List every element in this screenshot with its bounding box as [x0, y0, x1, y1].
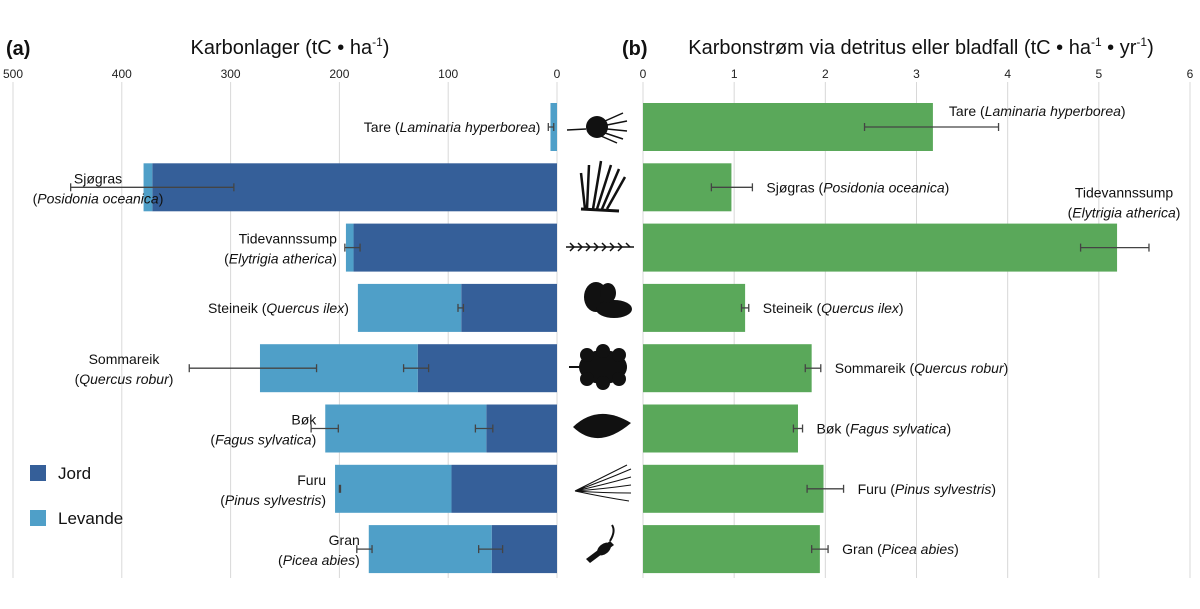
tick-label-a-100: 100 — [438, 67, 458, 81]
legend-label-jord: Jord — [58, 464, 91, 483]
species-icons — [566, 112, 634, 563]
bar-jord-3 — [461, 283, 557, 332]
bar-flux-4 — [643, 344, 812, 393]
bar-jord-6 — [451, 464, 557, 513]
panel-a-category-labels: Tare (Laminaria hyperborea) Sjøgras (Posid… — [33, 119, 541, 568]
category-label-b-3: Steineik (Quercus ilex) — [763, 300, 904, 316]
error-bar-jord-2 — [344, 243, 361, 252]
bar-flux-2 — [643, 223, 1118, 272]
spruce-cone-icon — [586, 524, 615, 563]
error-bar-jord-3 — [457, 303, 465, 312]
legend-label-levande: Levande — [58, 509, 123, 528]
panel-b-category-labels: Tare (Laminaria hyperborea) Sjøgras (Posi… — [763, 103, 1181, 557]
error-bar-flux-2 — [1079, 243, 1150, 252]
tick-label-b-0: 0 — [640, 67, 647, 81]
tick-label-b-4: 4 — [1004, 67, 1011, 81]
seagrass-icon — [579, 160, 627, 213]
panel-b-title: Karbonstrøm via detritus eller bladfall … — [688, 35, 1154, 59]
panel-b-carbon-flux-chart: 0 1 2 3 4 5 6 Tare (Laminaria hyperborea) Sjøgr… — [622, 35, 1194, 578]
pine-needle-icon — [574, 464, 632, 502]
error-bar-total-4 — [188, 364, 318, 373]
panel-a-bars — [143, 103, 557, 574]
category-label-b-4: Sommareik (Quercus robur) — [835, 360, 1009, 376]
category-label-a-4: Sommareik (Quercus robur) — [75, 351, 174, 387]
category-label-a-5: Bøk (Fagus sylvatica) — [210, 412, 317, 448]
bar-flux-5 — [643, 404, 798, 453]
category-label-a-0: Tare (Laminaria hyperborea) — [364, 119, 541, 135]
category-label-b-1: Sjøgras (Posidonia oceanica) — [766, 179, 949, 195]
legend-swatch-levande — [30, 510, 46, 526]
tick-label-b-2: 2 — [822, 67, 829, 81]
legend-swatch-jord — [30, 465, 46, 481]
category-label-b-0: Tare (Laminaria hyperborea) — [949, 103, 1126, 119]
bar-jord-5 — [486, 404, 557, 453]
bar-flux-3 — [643, 283, 746, 332]
error-bar-jord-5 — [474, 424, 494, 433]
category-label-b-5: Bøk (Fagus sylvatica) — [817, 421, 952, 437]
panel-a-carbon-stock-chart: 500 400 300 200 100 0 Tare (Laminaria hyperbo… — [3, 35, 561, 578]
error-bar-flux-4 — [804, 364, 822, 373]
panel-b-label: (b) — [622, 38, 648, 60]
bar-levande-3 — [357, 283, 462, 332]
panel-a-error-bars — [70, 123, 555, 554]
tick-label-b-6: 6 — [1187, 67, 1194, 81]
marsh-grass-icon — [566, 242, 634, 252]
bar-jord-2 — [353, 223, 557, 272]
oak-leaf-icon — [569, 344, 627, 390]
tick-label-a-400: 400 — [112, 67, 132, 81]
error-bar-jord-7 — [478, 545, 504, 554]
error-bar-total-5 — [310, 424, 339, 433]
category-label-b-7: Gran (Picea abies) — [842, 541, 959, 557]
bar-flux-6 — [643, 464, 824, 513]
panel-b-tick-labels: 0 1 2 3 4 5 6 — [640, 67, 1194, 81]
error-bar-total-6 — [338, 484, 342, 493]
category-label-a-6: Furu (Pinus sylvestris) — [220, 472, 326, 508]
tick-label-a-200: 200 — [329, 67, 349, 81]
panel-b-bars — [643, 103, 1118, 574]
bar-flux-7 — [643, 525, 820, 574]
error-bar-flux-1 — [710, 183, 754, 192]
error-bar-flux-7 — [811, 545, 829, 554]
error-bar-flux-3 — [740, 303, 750, 312]
panel-b-error-bars — [710, 123, 1150, 554]
error-bar-flux-5 — [792, 424, 804, 433]
bar-levande-5 — [325, 404, 487, 453]
tick-label-b-3: 3 — [913, 67, 920, 81]
category-label-a-7: Gran (Picea abies) — [278, 532, 360, 568]
tick-label-b-1: 1 — [731, 67, 738, 81]
category-label-b-6: Furu (Pinus sylvestris) — [858, 481, 996, 497]
error-bar-flux-6 — [806, 484, 845, 493]
tick-label-a-300: 300 — [221, 67, 241, 81]
tick-label-b-5: 5 — [1095, 67, 1102, 81]
category-label-a-1: Sjøgras (Posidonia oceanica) — [33, 170, 164, 206]
bar-levande-7 — [368, 525, 492, 574]
panel-a-title: Karbonlager (tC • ha-1) — [191, 35, 390, 59]
panel-a-label: (a) — [6, 38, 30, 60]
legend: Jord Levande — [30, 464, 123, 528]
error-bar-total-7 — [356, 545, 373, 554]
panel-b-gridlines — [642, 82, 1191, 578]
error-bar-flux-0 — [863, 123, 1000, 131]
category-label-a-2: Tidevannssump (Elytrigia atherica) — [224, 231, 337, 267]
error-bar-jord-1 — [70, 183, 235, 192]
tick-label-a-500: 500 — [3, 67, 23, 81]
error-bar-jord-4 — [402, 364, 430, 373]
kelp-icon — [566, 112, 628, 144]
holm-oak-leaf-icon — [584, 282, 632, 318]
bar-levande-6 — [335, 464, 452, 513]
tick-label-a-0: 0 — [554, 67, 561, 81]
category-label-a-3: Steineik (Quercus ilex) — [208, 300, 349, 316]
beech-leaf-icon — [573, 413, 631, 439]
bar-jord-4 — [417, 344, 557, 393]
error-bar-total-0 — [547, 123, 555, 131]
category-label-b-2: Tidevannssump (Elytrigia atherica) — [1068, 185, 1181, 221]
panel-a-tick-labels: 500 400 300 200 100 0 — [3, 67, 561, 81]
